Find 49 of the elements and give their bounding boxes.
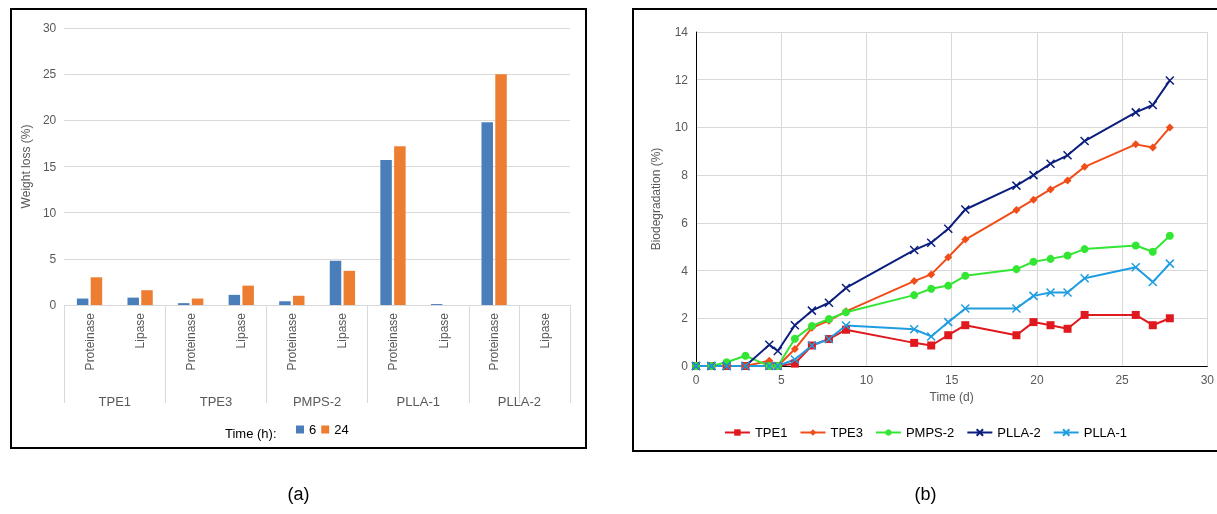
x-tick-label: 5 (777, 373, 785, 387)
x-tick-label: Lipase (335, 312, 350, 349)
y-tick-label: 15 (42, 159, 57, 174)
y-tick-label: 25 (42, 67, 57, 82)
legend-title: Time (h): (225, 426, 277, 441)
x-tick-label: 20 (1030, 373, 1044, 387)
legend-label: 24 (334, 422, 349, 437)
y-tick-label: 14 (674, 25, 689, 39)
x-tick-label: Proteinase (82, 312, 97, 371)
x-tick-label: 10 (859, 373, 874, 387)
x-tick-label: Proteinase (385, 312, 400, 371)
x-tick-label: Proteinase (487, 312, 502, 371)
legend-label: TPE1 (754, 425, 788, 440)
y-tick-label: 30 (42, 21, 57, 35)
y-tick-label: 20 (42, 113, 57, 128)
legend-label: PLLA-1 (1083, 425, 1128, 440)
y-tick-label: 0 (49, 298, 57, 312)
x-tick-label: 30 (1200, 373, 1215, 387)
legend-label: TPE3 (830, 425, 863, 440)
x-tick-label: 0 (692, 373, 700, 387)
x-tick-label: 25 (1115, 373, 1130, 387)
y-tick-label: 4 (681, 263, 689, 278)
x-tick-label: Proteinase (183, 312, 198, 371)
x-axis-title: Time (d) (929, 389, 974, 404)
legend-label: PMPS-2 (905, 425, 955, 440)
x-tick-label: Proteinase (284, 312, 299, 371)
x-tick-label: Lipase (537, 312, 552, 349)
text: PLLA-2 (497, 394, 542, 409)
y-tick-label: 8 (681, 168, 689, 183)
y-tick-label: 5 (49, 251, 57, 266)
text: (b) (913, 484, 938, 505)
x-tick-label: Lipase (436, 312, 451, 349)
x-tick-label: Lipase (133, 312, 148, 349)
x-tick-label: 15 (944, 373, 959, 387)
text: PMPS-2 (292, 394, 342, 409)
y-axis-title: Biodegradation (%) (649, 147, 663, 251)
y-tick-label: 2 (681, 311, 689, 326)
y-tick-label: 12 (674, 72, 689, 87)
text: PLLA-1 (396, 394, 440, 409)
text: TPE1 (98, 394, 132, 409)
legend-label: PLLA-2 (997, 425, 1041, 440)
text: TPE3 (199, 394, 233, 409)
text: (a) (286, 484, 311, 505)
y-tick-label: 10 (42, 205, 57, 220)
y-tick-label: 6 (681, 215, 689, 230)
y-axis-title: Weight loss (%) (19, 124, 33, 209)
x-tick-label: Lipase (234, 312, 249, 349)
legend-label: 6 (309, 422, 317, 437)
y-tick-label: 10 (674, 120, 689, 135)
